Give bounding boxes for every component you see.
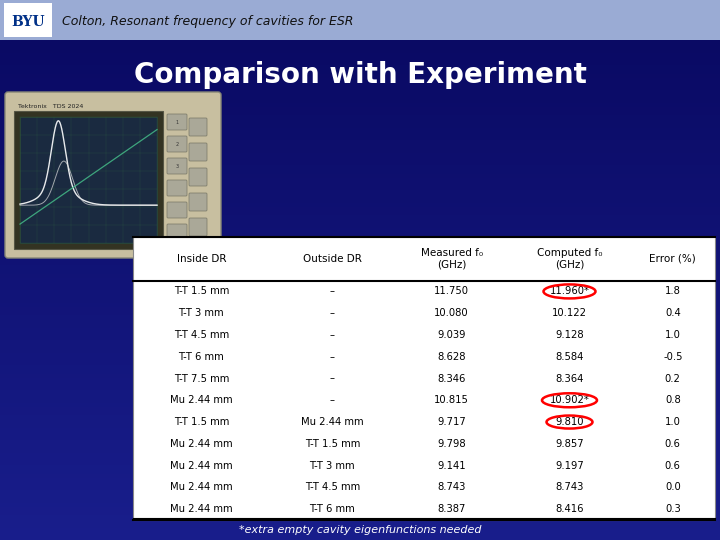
Text: Inside DR: Inside DR <box>176 254 226 264</box>
Text: T-T 6 mm: T-T 6 mm <box>179 352 224 362</box>
Text: Comparison with Experiment: Comparison with Experiment <box>134 61 586 89</box>
Text: T-T 4.5 mm: T-T 4.5 mm <box>305 482 360 492</box>
Text: 8.628: 8.628 <box>437 352 466 362</box>
Text: 0.6: 0.6 <box>665 439 680 449</box>
FancyBboxPatch shape <box>167 114 187 130</box>
Text: 8.743: 8.743 <box>555 482 584 492</box>
Text: Mu 2.44 mm: Mu 2.44 mm <box>170 504 233 514</box>
Text: 1: 1 <box>176 119 179 125</box>
FancyBboxPatch shape <box>167 158 187 174</box>
Text: Mu 2.44 mm: Mu 2.44 mm <box>301 417 364 427</box>
FancyBboxPatch shape <box>20 117 157 243</box>
Text: 3: 3 <box>176 164 179 168</box>
Text: 9.810: 9.810 <box>555 417 584 427</box>
Text: 2: 2 <box>176 141 179 146</box>
FancyBboxPatch shape <box>4 3 52 37</box>
Text: 9.717: 9.717 <box>437 417 466 427</box>
Text: 11.750: 11.750 <box>434 286 469 296</box>
Text: 10.122: 10.122 <box>552 308 587 318</box>
FancyBboxPatch shape <box>189 168 207 186</box>
Text: 0.8: 0.8 <box>665 395 680 405</box>
Text: 1.0: 1.0 <box>665 417 680 427</box>
Text: 9.857: 9.857 <box>555 439 584 449</box>
Text: 8.743: 8.743 <box>438 482 466 492</box>
FancyBboxPatch shape <box>167 202 187 218</box>
Text: T-T 1.5 mm: T-T 1.5 mm <box>305 439 360 449</box>
FancyBboxPatch shape <box>133 237 715 520</box>
Text: -0.5: -0.5 <box>663 352 683 362</box>
Text: 8.364: 8.364 <box>555 374 584 383</box>
Text: T-T 6 mm: T-T 6 mm <box>310 504 355 514</box>
Text: *extra empty cavity eigenfunctions needed: *extra empty cavity eigenfunctions neede… <box>239 525 481 535</box>
Text: 0.6: 0.6 <box>665 461 680 470</box>
Text: T-T 1.5 mm: T-T 1.5 mm <box>174 286 229 296</box>
Text: 8.416: 8.416 <box>555 504 584 514</box>
FancyBboxPatch shape <box>189 118 207 136</box>
FancyBboxPatch shape <box>189 218 207 236</box>
Text: 8.387: 8.387 <box>438 504 466 514</box>
Text: Error (%): Error (%) <box>649 254 696 264</box>
FancyBboxPatch shape <box>167 136 187 152</box>
FancyBboxPatch shape <box>0 0 720 40</box>
FancyBboxPatch shape <box>167 224 187 240</box>
FancyBboxPatch shape <box>5 92 221 258</box>
Text: Tektronix   TDS 2024: Tektronix TDS 2024 <box>18 105 84 110</box>
Text: –: – <box>330 286 335 296</box>
Text: T-T 3 mm: T-T 3 mm <box>179 308 224 318</box>
Text: 0.2: 0.2 <box>665 374 680 383</box>
Text: –: – <box>330 374 335 383</box>
Text: 9.128: 9.128 <box>555 330 584 340</box>
Text: –: – <box>330 395 335 405</box>
FancyBboxPatch shape <box>167 180 187 196</box>
Text: –: – <box>330 308 335 318</box>
FancyBboxPatch shape <box>189 143 207 161</box>
Text: 10.080: 10.080 <box>434 308 469 318</box>
Text: Mu 2.44 mm: Mu 2.44 mm <box>170 395 233 405</box>
Text: Mu 2.44 mm: Mu 2.44 mm <box>170 461 233 470</box>
Text: T-T 7.5 mm: T-T 7.5 mm <box>174 374 229 383</box>
Text: 10.902*: 10.902* <box>549 395 590 405</box>
Text: 0.0: 0.0 <box>665 482 680 492</box>
Text: 1.8: 1.8 <box>665 286 680 296</box>
Text: Mu 2.44 mm: Mu 2.44 mm <box>170 482 233 492</box>
Text: Computed f₀
(GHz): Computed f₀ (GHz) <box>536 248 602 269</box>
Text: 10.815: 10.815 <box>434 395 469 405</box>
Text: BYU: BYU <box>12 15 45 29</box>
Text: 8.584: 8.584 <box>555 352 584 362</box>
FancyBboxPatch shape <box>189 193 207 211</box>
Text: 8.346: 8.346 <box>438 374 466 383</box>
Text: 9.141: 9.141 <box>437 461 466 470</box>
Text: Colton, Resonant frequency of cavities for ESR: Colton, Resonant frequency of cavities f… <box>62 16 354 29</box>
FancyBboxPatch shape <box>14 111 163 249</box>
Text: T-T 3 mm: T-T 3 mm <box>310 461 355 470</box>
Text: 9.039: 9.039 <box>437 330 466 340</box>
Text: 0.4: 0.4 <box>665 308 680 318</box>
Text: Outside DR: Outside DR <box>303 254 361 264</box>
Text: Mu 2.44 mm: Mu 2.44 mm <box>170 439 233 449</box>
Text: Measured f₀
(GHz): Measured f₀ (GHz) <box>420 248 482 269</box>
Text: T-T 4.5 mm: T-T 4.5 mm <box>174 330 229 340</box>
Text: 9.798: 9.798 <box>437 439 466 449</box>
Text: –: – <box>330 352 335 362</box>
Text: –: – <box>330 330 335 340</box>
Text: T-T 1.5 mm: T-T 1.5 mm <box>174 417 229 427</box>
Text: 9.197: 9.197 <box>555 461 584 470</box>
Text: 1.0: 1.0 <box>665 330 680 340</box>
Text: 11.960*: 11.960* <box>549 286 590 296</box>
Text: 0.3: 0.3 <box>665 504 680 514</box>
